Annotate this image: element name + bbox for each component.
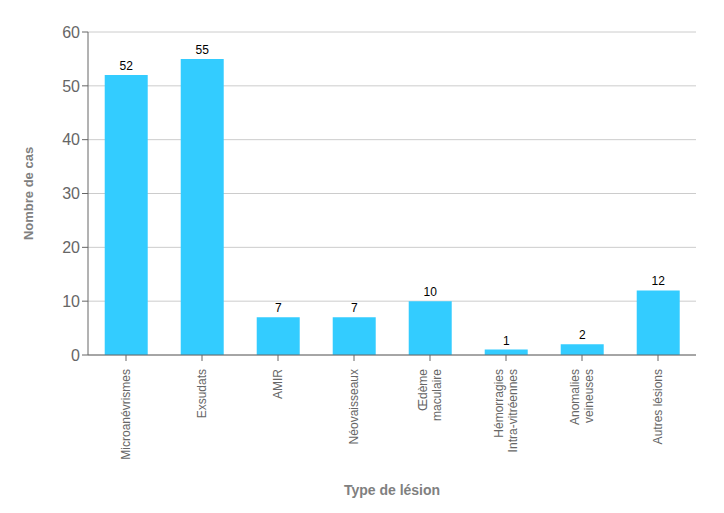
svg-text:10: 10 [424, 285, 438, 299]
svg-text:Œdèmemaculaire: Œdèmemaculaire [416, 369, 444, 421]
svg-text:55: 55 [196, 43, 210, 57]
svg-text:40: 40 [62, 131, 80, 148]
svg-text:Type de lésion: Type de lésion [344, 482, 440, 498]
svg-text:60: 60 [62, 24, 80, 41]
svg-text:AMIR: AMIR [271, 369, 285, 399]
svg-text:Microanévrismes: Microanévrismes [119, 369, 133, 460]
svg-text:1: 1 [503, 334, 510, 348]
svg-text:30: 30 [62, 185, 80, 202]
svg-text:Néovaisseaux: Néovaisseaux [347, 369, 361, 444]
svg-text:HémorragiesIntra-vitréennes: HémorragiesIntra-vitréennes [492, 369, 520, 452]
svg-text:12: 12 [652, 274, 666, 288]
svg-text:0: 0 [71, 347, 80, 364]
svg-text:20: 20 [62, 239, 80, 256]
svg-text:10: 10 [62, 293, 80, 310]
svg-text:7: 7 [351, 301, 358, 315]
svg-text:50: 50 [62, 78, 80, 95]
svg-text:7: 7 [275, 301, 282, 315]
svg-text:Exsudats: Exsudats [195, 369, 209, 418]
svg-text:Anomaliesveineuses: Anomaliesveineuses [568, 369, 596, 425]
svg-text:Nombre de cas: Nombre de cas [21, 147, 36, 240]
svg-text:Autres lésions: Autres lésions [651, 369, 665, 444]
svg-text:52: 52 [120, 59, 134, 73]
svg-text:2: 2 [579, 328, 586, 342]
